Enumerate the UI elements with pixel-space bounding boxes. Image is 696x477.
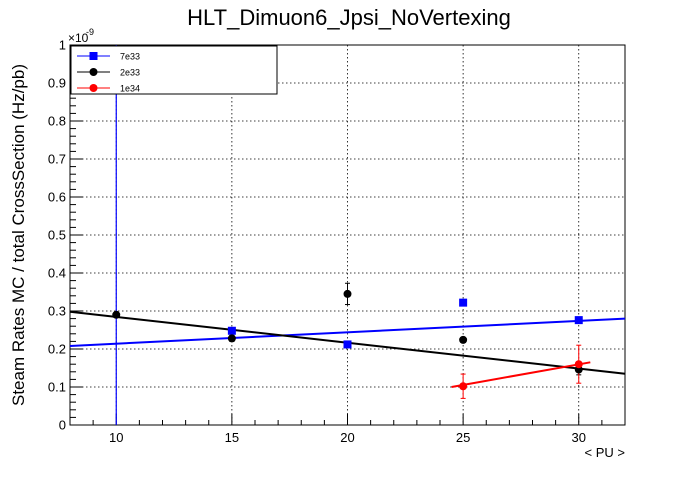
legend-marker-7e33 xyxy=(89,52,98,60)
y-tick-label: 0.5 xyxy=(48,228,66,243)
data-point-2e33 xyxy=(343,289,352,298)
y-axis-label: Steam Rates MC / total CrossSection (Hz/… xyxy=(9,64,28,406)
data-point-2e33 xyxy=(227,334,236,343)
legend-marker-2e33 xyxy=(89,68,98,76)
legend-box xyxy=(70,45,278,95)
tick-layer: 10 15 20 25 30 0 0.1 0.2 0.3 0.4 0.5 0.6 0.7 0.8 0.9 1 xyxy=(48,38,626,445)
y-tick-label: 0.9 xyxy=(48,76,66,91)
legend-label-1e34: 1e34 xyxy=(120,84,140,94)
x-tick-label: 15 xyxy=(225,430,239,445)
data-point-7e33 xyxy=(227,326,236,335)
marker-layer xyxy=(112,289,583,391)
legend-marker-1e34 xyxy=(89,84,98,92)
legend-entries: 7e33 2e33 1e34 xyxy=(77,52,140,94)
fit-line-1e34 xyxy=(451,361,591,388)
legend-label-2e33: 2e33 xyxy=(120,68,140,78)
x-tick-label: 20 xyxy=(340,430,354,445)
data-point-7e33 xyxy=(459,298,468,307)
data-point-2e33 xyxy=(459,335,468,344)
data-point-1e34 xyxy=(574,360,583,369)
data-point-2e33 xyxy=(112,310,121,319)
y-tick-label: 0.3 xyxy=(48,304,66,319)
y-tick-label: 0.6 xyxy=(48,190,66,205)
legend-label-7e33: 7e33 xyxy=(120,52,140,62)
x-tick-label: 25 xyxy=(456,430,470,445)
y-exponent-base: ×10 xyxy=(68,31,89,45)
x-tick-label: 30 xyxy=(572,430,586,445)
legend-entry-7e33: 7e33 xyxy=(77,52,140,62)
y-tick-label: 0.2 xyxy=(48,342,66,357)
chart-title: HLT_Dimuon6_Jpsi_NoVertexing xyxy=(187,5,511,30)
grid-layer xyxy=(70,45,625,425)
y-tick-label: 0.1 xyxy=(48,380,66,395)
data-point-7e33 xyxy=(574,316,583,325)
y-tick-label: 0 xyxy=(59,418,66,433)
y-tick-label: 0.4 xyxy=(48,266,66,281)
data-point-1e34 xyxy=(459,382,468,391)
x-axis-label: < PU > xyxy=(585,445,625,460)
y-tick-label: 0.8 xyxy=(48,114,66,129)
data-point-7e33 xyxy=(343,340,352,349)
x-tick-label: 10 xyxy=(109,430,123,445)
legend-entry-1e34: 1e34 xyxy=(77,84,140,94)
y-tick-label: 1 xyxy=(59,38,66,53)
fit-line-7e33 xyxy=(69,317,626,347)
y-exponent-power: -9 xyxy=(86,27,94,37)
y-tick-label: 0.7 xyxy=(48,152,66,167)
legend-entry-2e33: 2e33 xyxy=(77,68,140,78)
legend: 7e33 2e33 1e34 xyxy=(70,45,278,95)
